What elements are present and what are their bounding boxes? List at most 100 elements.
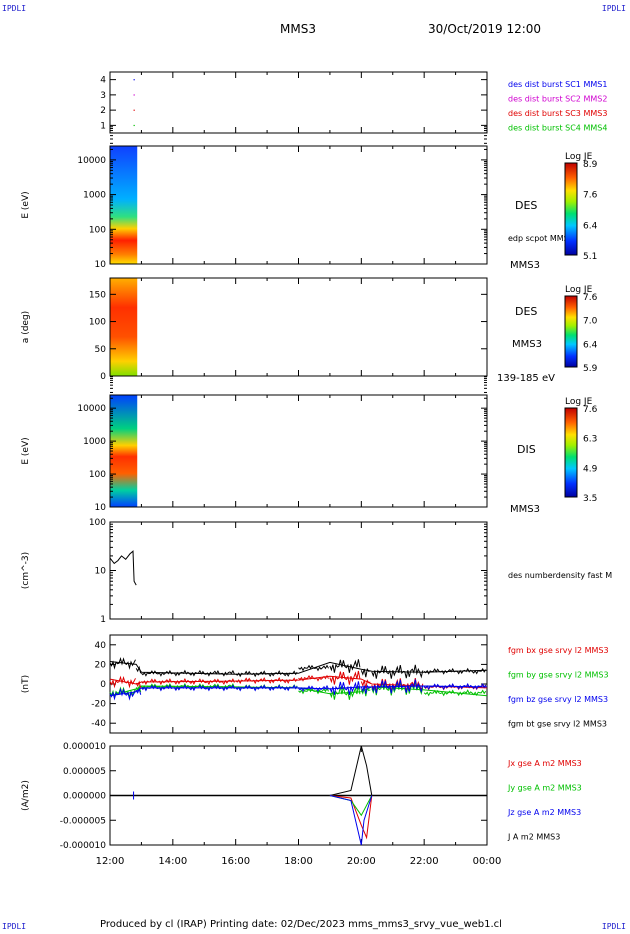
current-series-line (329, 745, 373, 796)
legend-entry: J A m2 MMS3 (507, 833, 560, 842)
y-axis-label: E (eV) (21, 437, 31, 464)
y-tick-label: -20 (91, 700, 106, 710)
legend-entry: Jy gse A m2 MMS3 (507, 784, 582, 793)
x-tick-label: 18:00 (284, 856, 313, 867)
y-tick-label: 100 (89, 225, 106, 235)
b-series-noise (360, 687, 371, 697)
y-tick-label: -40 (91, 719, 106, 729)
burst-point (133, 109, 135, 111)
plot-datetime: 30/Oct/2019 12:00 (428, 22, 542, 36)
legend-entry: des numberdensity fast M (508, 571, 612, 580)
b-series-noise (141, 684, 235, 692)
y-tick-label: 0.000005 (63, 767, 106, 777)
b-series-noise (109, 675, 136, 689)
footer-right-tag: IPDLI (601, 922, 626, 931)
b-series-noise (360, 684, 371, 694)
burst-point (133, 79, 135, 81)
x-tick-label: 16:00 (221, 856, 250, 867)
burst-point (133, 94, 135, 96)
legend-entry: Jz gse A m2 MMS3 (507, 808, 581, 817)
x-tick-label: 12:00 (96, 856, 125, 867)
panel-label: DES (515, 305, 537, 318)
x-tick-label: 22:00 (410, 856, 439, 867)
y-tick-label: 1 (100, 121, 106, 131)
colorbar-tick: 7.0 (583, 317, 598, 327)
panel-1-frame (109, 145, 488, 265)
y-tick-label: 100 (89, 470, 106, 480)
b-series-noise (371, 664, 424, 679)
y-tick-label: 2 (100, 106, 106, 116)
legend-entry: fgm bz gse srvy l2 MMS3 (508, 695, 608, 704)
y-tick-label: 40 (95, 641, 107, 651)
header-right-tag: IPDLI (601, 4, 626, 13)
y-tick-label: 10000 (77, 156, 106, 166)
colorbar-tick: 7.6 (583, 191, 598, 201)
b-series-noise (423, 689, 487, 697)
colorbar-title: Log JE (565, 397, 593, 407)
b-series-noise (329, 670, 361, 685)
b-series-noise (360, 667, 371, 678)
b-series-noise (141, 678, 235, 686)
current-series-line (329, 795, 373, 846)
y-axis-label: E (eV) (21, 191, 31, 218)
y-axis-label: a (deg) (21, 311, 31, 343)
y-tick-label: -0.000010 (60, 841, 106, 851)
b-series-noise (298, 687, 329, 695)
colorbar-tick: 8.9 (583, 160, 598, 170)
legend-entry: fgm bx gse srvy l2 MMS3 (508, 646, 609, 655)
panel-label: MMS3 (510, 504, 540, 515)
y-tick-label: 10 (95, 260, 107, 270)
x-tick-label: 20:00 (347, 856, 376, 867)
panel-label: edp scpot MMS3 (508, 234, 574, 243)
y-tick-label: -0.000005 (60, 816, 106, 826)
legend-entry: Jx gse A m2 MMS3 (507, 759, 582, 768)
colorbar-tick: 7.6 (583, 405, 598, 415)
burst-point (133, 124, 135, 127)
plot-title: MMS3 (280, 22, 316, 36)
legend-entry: fgm by gse srvy l2 MMS3 (508, 671, 609, 680)
panel-label: MMS3 (512, 339, 542, 350)
y-tick-label: 0.000010 (63, 742, 106, 752)
y-tick-label: 10 (95, 567, 107, 577)
panel-3-frame (109, 394, 488, 508)
panel-label: MMS3 (510, 260, 540, 271)
y-axis-label: (A/m2) (21, 780, 31, 811)
y-tick-label: 0 (100, 680, 106, 690)
b-series-noise (235, 684, 298, 692)
b-series-noise (135, 665, 142, 674)
b-series-noise (298, 664, 329, 672)
y-tick-label: 100 (89, 518, 106, 528)
b-series-noise (235, 677, 298, 685)
colorbar-tick: 4.9 (583, 464, 598, 474)
b-series-noise (141, 669, 235, 677)
legend-entry: fgm bt gse srvy l2 MMS3 (508, 720, 607, 729)
b-series-noise (329, 681, 361, 695)
colorbar (564, 295, 578, 368)
b-series-noise (298, 674, 329, 682)
des-energy-heatmap (110, 146, 138, 264)
colorbar-tick: 7.6 (583, 293, 598, 303)
y-tick-label: 1000 (83, 191, 106, 201)
b-series-noise (423, 682, 487, 690)
b-series-noise (423, 667, 487, 675)
y-tick-label: 10 (95, 503, 107, 513)
panel-label: DIS (517, 443, 536, 456)
y-axis-label: (nT) (21, 675, 31, 693)
b-series-noise (298, 684, 329, 692)
footer-text: Produced by cl (IRAP) Printing date: 02/… (100, 919, 502, 930)
panel-0-frame (109, 71, 488, 134)
panel-label: DES (515, 199, 537, 212)
footer-left-tag: IPDLI (2, 922, 27, 931)
y-tick-label: 0 (100, 372, 106, 382)
b-series-noise (141, 682, 235, 690)
b-series-noise (235, 670, 298, 678)
b-series-noise (109, 687, 136, 701)
header-left-tag: IPDLI (2, 4, 27, 13)
x-tick-label: 00:00 (473, 856, 502, 867)
y-axis-label: (cm^-3) (21, 552, 31, 589)
colorbar-title: Log JE (565, 285, 593, 295)
legend-entry: des dist burst SC2 MMS2 (508, 95, 607, 104)
y-tick-label: 150 (89, 290, 106, 300)
colorbar-title: Log JE (565, 152, 593, 162)
